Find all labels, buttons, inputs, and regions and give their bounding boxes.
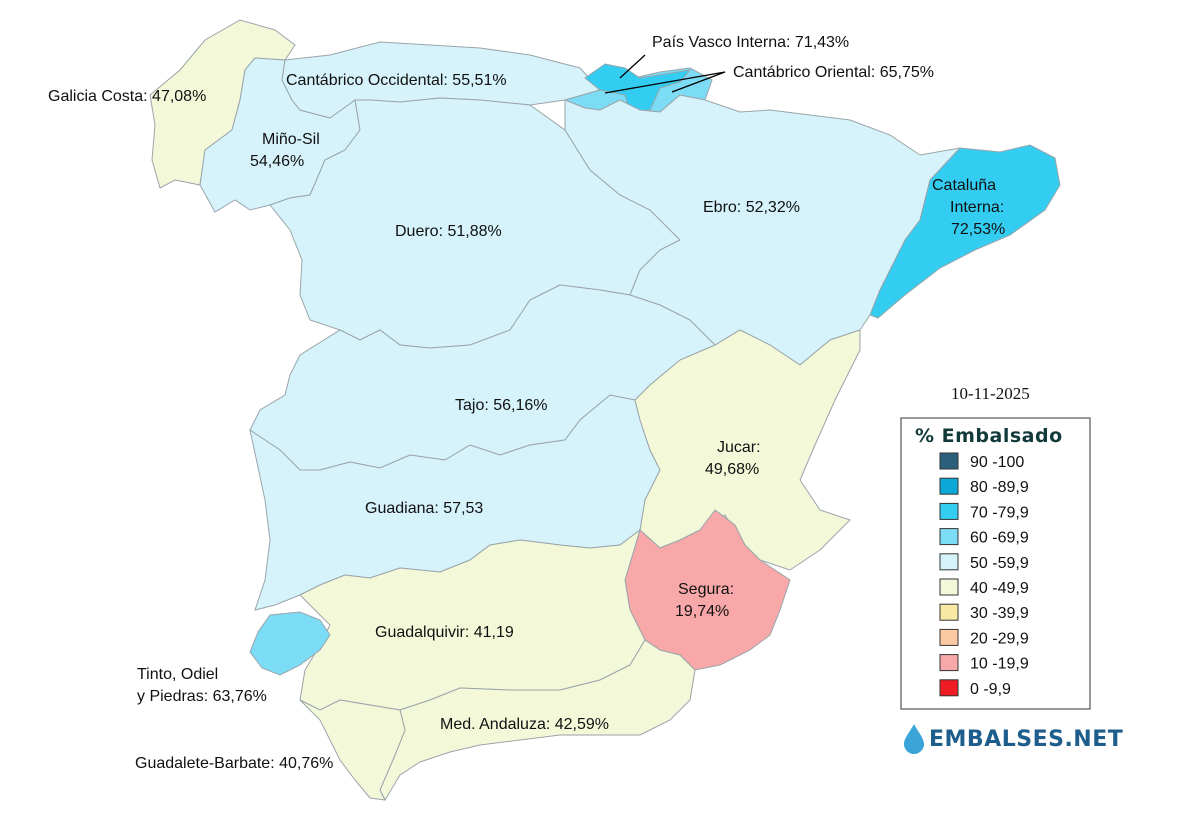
- legend-swatch: [939, 578, 959, 596]
- legend-swatch: [939, 679, 959, 697]
- legend-label: 20 -29,9: [970, 630, 1029, 647]
- legend-swatch: [939, 477, 959, 495]
- legend-label: 0 -9,9: [970, 681, 1011, 698]
- legend-label: 60 -69,9: [970, 530, 1029, 547]
- label-jucar-name: Jucar:: [717, 439, 761, 456]
- label-cataluna-interna: Interna:: [950, 199, 1004, 216]
- legend-label: 90 -100: [970, 454, 1024, 471]
- label-jucar-value: 49,68%: [705, 461, 759, 478]
- label-pais-vasco-interna: País Vasco Interna: 71,43%: [652, 34, 849, 51]
- label-ebro: Ebro: 52,32%: [703, 199, 800, 216]
- brand-logo: EMBALSES.NET: [904, 724, 1123, 754]
- legend-label: 40 -49,9: [970, 580, 1029, 597]
- label-guadalete-barbate: Guadalete-Barbate: 40,76%: [135, 755, 333, 772]
- label-cantabrico-oriental: Cantábrico Oriental: 65,75%: [733, 64, 934, 81]
- label-galicia-costa: Galicia Costa: 47,08%: [48, 88, 206, 105]
- legend-swatch: [939, 628, 959, 646]
- label-guadalquivir: Guadalquivir: 41,19: [375, 624, 514, 641]
- label-segura-value: 19,74%: [675, 603, 729, 620]
- region-med-andaluza[interactable]: [379, 639, 696, 802]
- legend-swatch: [939, 452, 959, 470]
- label-mino-sil-name: Miño-Sil: [262, 131, 320, 148]
- legend-label: 50 -59,9: [970, 555, 1029, 572]
- leader-line-pais-vasco: [619, 54, 646, 79]
- label-cataluna-name: Cataluña: [932, 177, 996, 194]
- region-guadalete-barbate[interactable]: [299, 699, 406, 801]
- region-jucar[interactable]: [634, 329, 861, 571]
- brand-text: EMBALSES.NET: [929, 727, 1123, 752]
- legend-swatch: [939, 502, 959, 520]
- label-tajo: Tajo: 56,16%: [455, 397, 548, 414]
- legend-label: 70 -79,9: [970, 504, 1029, 521]
- label-cantabrico-occidental: Cantábrico Occidental: 55,51%: [286, 72, 507, 89]
- leader-line-cantabrico-oriental-1: [604, 71, 726, 94]
- date-label: 10-11-2025: [951, 384, 1030, 403]
- legend-box: [900, 417, 1091, 710]
- legend-swatch: [939, 553, 959, 571]
- label-mino-sil-value: 54,46%: [250, 153, 304, 170]
- label-duero: Duero: 51,88%: [395, 223, 502, 240]
- legend-label: 30 -39,9: [970, 605, 1029, 622]
- legend-swatch: [939, 654, 959, 672]
- label-med-andaluza: Med. Andaluza: 42,59%: [440, 716, 609, 733]
- region-pais-vasco-interna[interactable]: [584, 63, 692, 113]
- label-tinto-value: y Piedras: 63,76%: [137, 688, 267, 705]
- legend-items: 90 -100 80 -89,9 70 -79,9 60 -69,9 50 -59,9 4…: [939, 452, 1029, 698]
- label-guadiana: Guadiana: 57,53: [365, 500, 483, 517]
- leader-line-cantabrico-oriental-2: [671, 71, 726, 93]
- label-tinto-name: Tinto, Odiel: [137, 666, 218, 683]
- legend-label: 10 -19,9: [970, 656, 1029, 673]
- water-drop-icon: [904, 724, 924, 754]
- region-tinto-odiel-piedras[interactable]: [249, 611, 331, 676]
- legend-label: 80 -89,9: [970, 479, 1029, 496]
- legend-title: % Embalsado: [915, 425, 1063, 447]
- legend-swatch: [939, 528, 959, 546]
- label-segura-name: Segura:: [678, 581, 734, 598]
- legend: % Embalsado 90 -100 80 -89,9 70 -79,9 60 -6…: [900, 417, 1091, 710]
- label-cataluna-value: 72,53%: [951, 221, 1005, 238]
- legend-swatch: [939, 603, 959, 621]
- region-cataluna-interna[interactable]: [869, 144, 1061, 319]
